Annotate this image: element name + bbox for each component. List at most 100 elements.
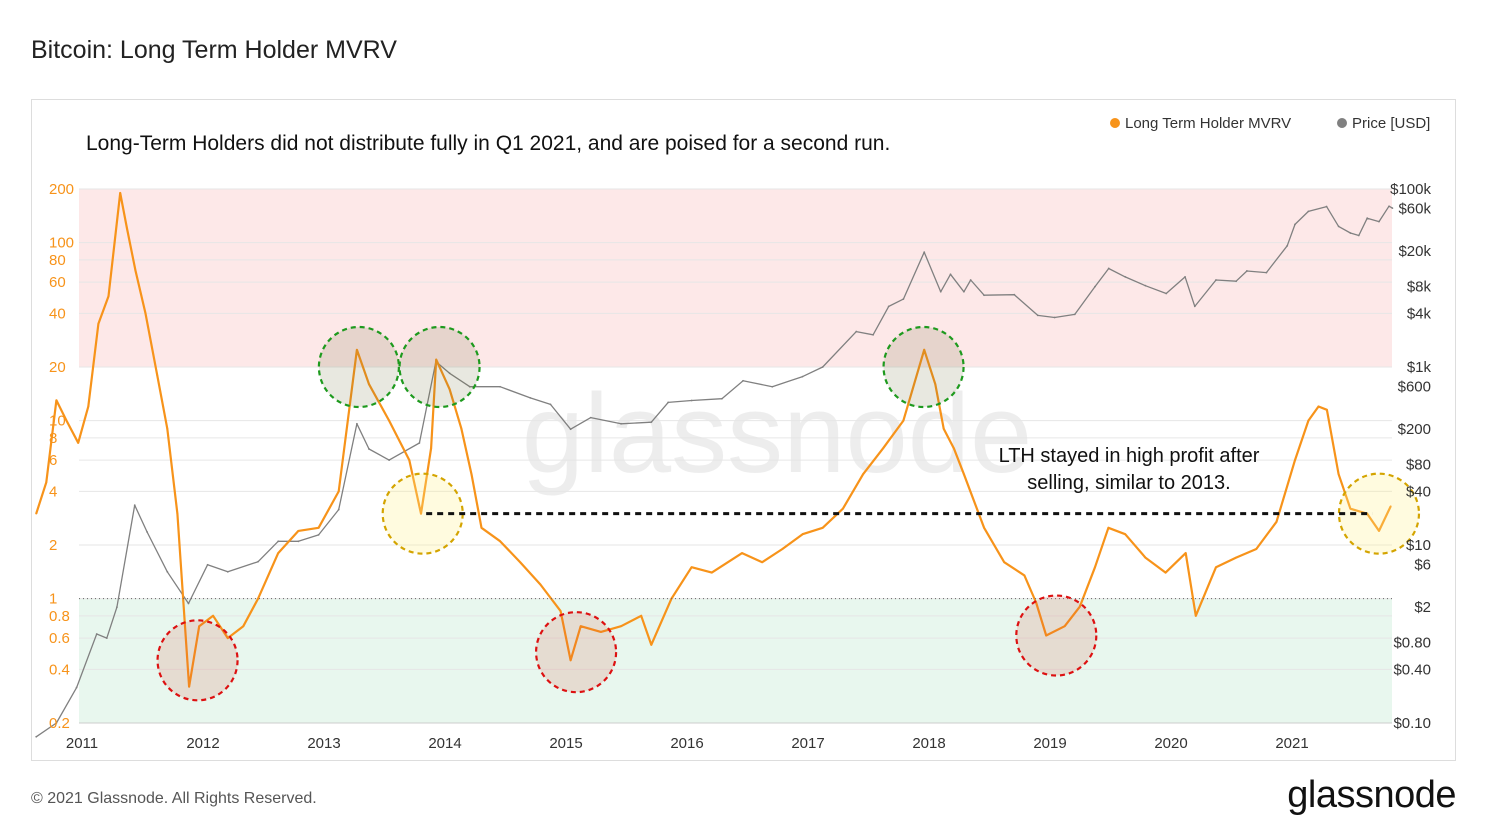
y-left-tick-label: 0.8	[49, 608, 70, 625]
series-point	[1165, 292, 1168, 295]
series-point	[460, 427, 463, 430]
series-point	[107, 295, 110, 298]
y-right-tick-label: $100k	[1390, 181, 1431, 198]
y-right-tick-label: $0.80	[1393, 635, 1431, 652]
series-point	[337, 490, 340, 493]
series-point	[1045, 634, 1048, 637]
series-point	[75, 686, 78, 689]
series-point	[855, 330, 858, 333]
series-point	[1275, 520, 1278, 523]
series-point	[1003, 561, 1006, 564]
series-point	[35, 735, 38, 738]
series-point	[983, 294, 985, 297]
series-point	[144, 312, 147, 315]
y-right-tick-label: $1k	[1407, 359, 1432, 376]
series-point	[620, 625, 622, 628]
series-point	[821, 526, 824, 529]
y-left-tick-label: 200	[49, 181, 74, 198]
series-point	[742, 379, 744, 382]
series-point	[337, 508, 340, 511]
series-line-price-usd-	[35, 205, 1393, 738]
page-title: Bitcoin: Long Term Holder MVRV	[31, 36, 397, 64]
series-point	[1337, 225, 1340, 228]
series-point	[1307, 210, 1310, 213]
y-left-tick-label: 80	[49, 252, 66, 269]
series-point	[206, 563, 209, 566]
highlight-circle-red	[534, 611, 618, 694]
y-left-tick-label: 2	[49, 537, 57, 554]
series-point	[257, 597, 259, 600]
series-point	[356, 348, 358, 351]
series-point	[105, 637, 108, 639]
series-point	[1184, 275, 1186, 278]
highlight-circle-green	[317, 325, 400, 409]
series-point	[1389, 505, 1392, 508]
series-point	[1094, 285, 1096, 288]
legend-label-price: Price [USD]	[1352, 115, 1430, 132]
y-right-tick-label: $6	[1414, 557, 1431, 574]
series-point	[942, 427, 945, 430]
series-point	[418, 442, 421, 444]
y-right-tick-label: $8k	[1407, 279, 1432, 296]
series-point	[156, 374, 159, 377]
series-point	[55, 722, 58, 724]
series-point	[470, 473, 473, 476]
series-point	[934, 383, 937, 386]
y-left-tick-label: 6	[49, 452, 57, 469]
y-right-tick-label: $20k	[1398, 243, 1431, 260]
series-point	[1391, 207, 1394, 210]
series-point	[188, 685, 191, 688]
series-point	[388, 419, 391, 422]
annotation-top: Long-Term Holders did not distribute ful…	[86, 132, 890, 155]
series-point	[212, 614, 214, 617]
series-point	[1063, 625, 1066, 628]
series-point	[368, 383, 370, 386]
series-point	[1184, 552, 1187, 555]
x-tick-label: 2020	[1154, 735, 1187, 752]
series-point	[952, 447, 955, 450]
y-left-tick-label: 10	[49, 413, 66, 430]
series-point	[1023, 574, 1026, 577]
series-point	[1013, 293, 1016, 296]
series-point	[242, 625, 245, 628]
annotation-layer: Long-Term Holders did not distribute ful…	[79, 132, 1421, 702]
series-point	[368, 448, 370, 450]
series-point	[126, 227, 128, 230]
series-point	[962, 290, 965, 293]
series-point	[226, 637, 229, 639]
y-left-tick-label: 4	[49, 483, 57, 500]
series-point	[408, 459, 411, 461]
price-series-layer	[35, 205, 1394, 738]
mvrv-chart: glassnode Long-Term Holders did not dist…	[35, 115, 1432, 752]
y-left-tick-label: 1	[49, 591, 57, 608]
series-point	[862, 473, 864, 476]
series-point	[559, 610, 562, 613]
series-point	[1366, 217, 1369, 220]
x-tick-label: 2021	[1275, 735, 1308, 752]
y-left-tick-label: 0.4	[49, 661, 70, 678]
x-tick-label: 2014	[428, 735, 461, 752]
y-right-tick-label: $0.40	[1393, 661, 1431, 678]
series-point	[133, 504, 136, 507]
bands-layer	[79, 189, 1392, 723]
grid-layer	[79, 188, 1392, 724]
series-point	[480, 526, 483, 529]
y-right-tick-label: $4k	[1407, 305, 1432, 322]
legend-label-mvrv: Long Term Holder MVRV	[1125, 115, 1291, 132]
series-point	[1215, 279, 1217, 281]
series-point	[1094, 566, 1096, 569]
series-point	[569, 659, 572, 662]
y-right-tick-label: $600	[1398, 379, 1431, 396]
y-left-tick-label: 0.6	[49, 630, 70, 647]
series-point	[45, 481, 48, 484]
band-upper	[79, 189, 1392, 367]
series-point	[1349, 232, 1352, 234]
series-point	[1124, 533, 1127, 536]
series-point	[983, 526, 985, 529]
series-point	[949, 273, 952, 276]
series-point	[297, 540, 300, 543]
copyright-text: © 2021 Glassnode. All Rights Reserved.	[31, 790, 317, 807]
glassnode-logo[interactable]: glassnode	[1287, 774, 1456, 816]
series-point	[1235, 556, 1238, 559]
y-left-tick-label: 40	[49, 305, 66, 322]
